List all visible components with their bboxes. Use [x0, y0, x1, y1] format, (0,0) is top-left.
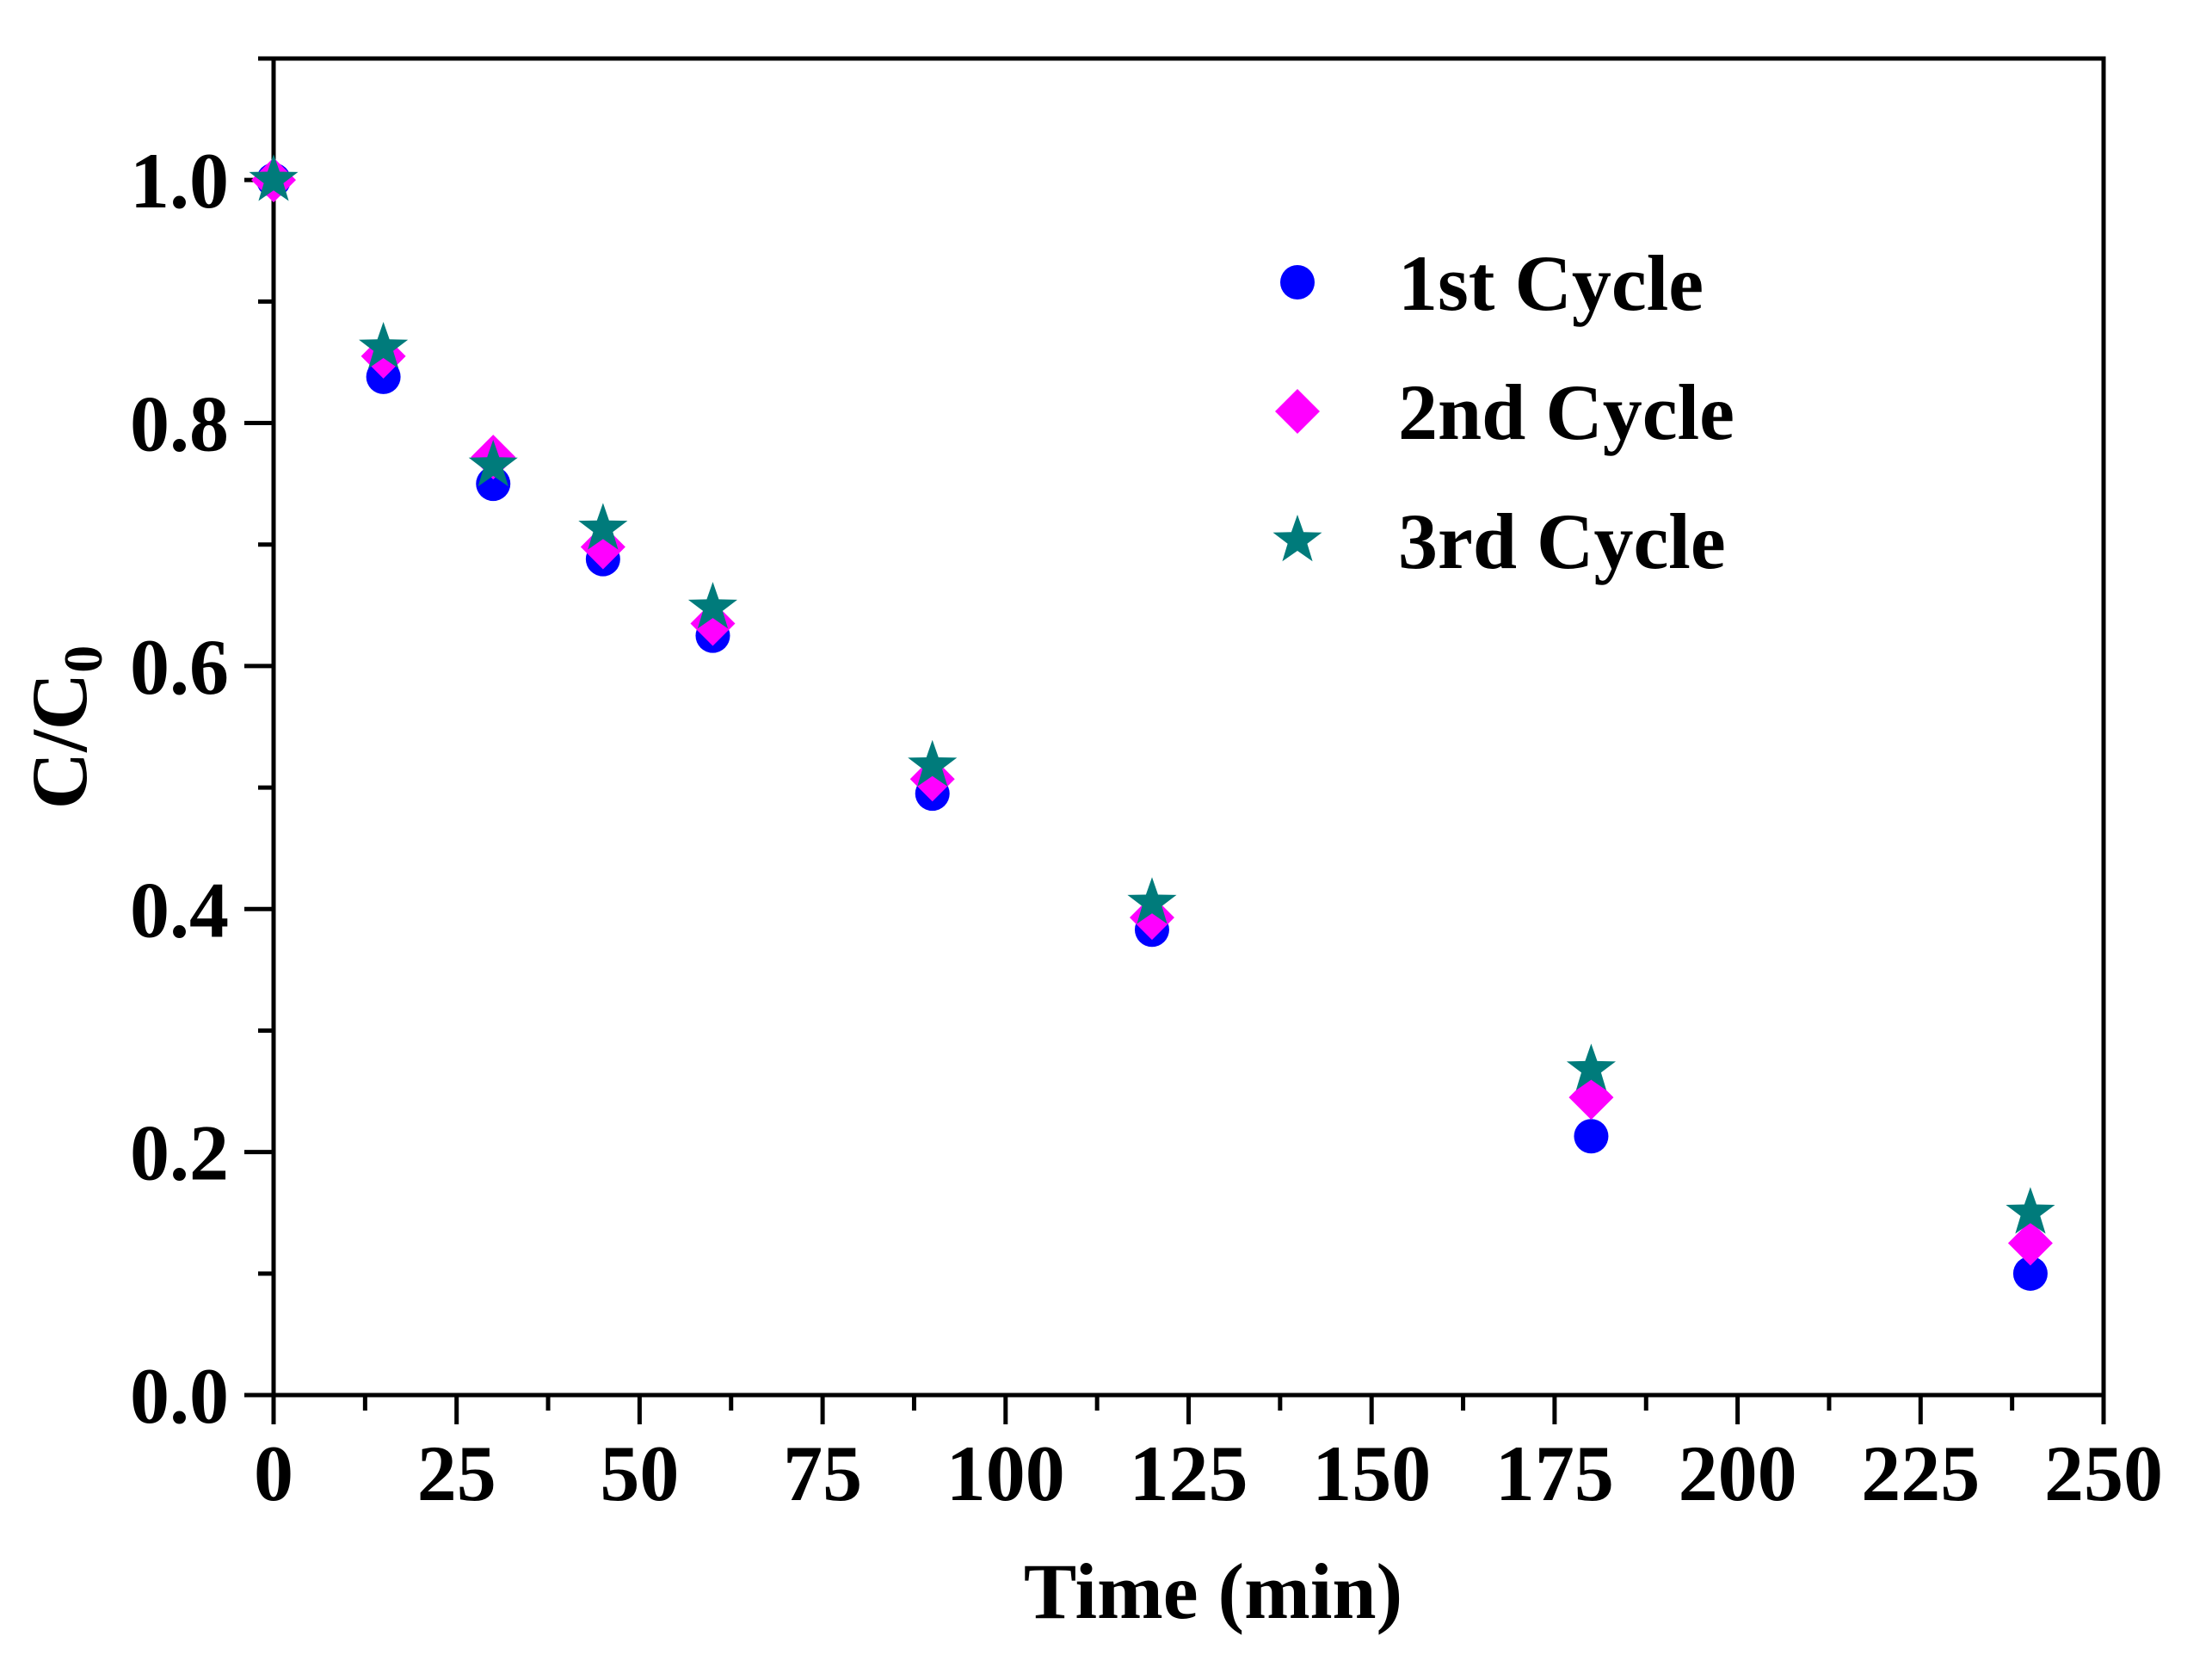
diamond-point [690, 601, 736, 646]
star-point [908, 739, 958, 787]
legend-label: 3rd Cycle [1398, 497, 1726, 585]
x-tick-label: 100 [946, 1429, 1065, 1517]
legend-marker [1280, 265, 1315, 299]
legend-label: 2nd Cycle [1398, 368, 1734, 456]
y-tick-label: 0.4 [130, 866, 229, 954]
diamond-point [2007, 1220, 2053, 1266]
x-tick-label: 250 [2044, 1429, 2163, 1517]
circle-point [1574, 1119, 1609, 1154]
diamond-point [1129, 895, 1174, 941]
x-tick-label: 175 [1495, 1429, 1614, 1517]
legend-marker [1272, 515, 1322, 562]
legend-item: 2nd Cycle [1275, 368, 1734, 456]
x-axis-title: Time (min) [1024, 1547, 1402, 1635]
star-point [687, 582, 737, 629]
y-tick-label: 0.6 [130, 623, 229, 711]
legend-item: 1st Cycle [1280, 239, 1704, 327]
y-tick-label: 1.0 [130, 137, 229, 225]
star-point [1566, 1043, 1616, 1090]
y-axis-title-main: C/C [15, 673, 103, 809]
legend-label: 1st Cycle [1398, 239, 1704, 327]
star-point [468, 440, 518, 487]
diamond-point [909, 756, 955, 802]
y-tick-label: 0.0 [130, 1352, 229, 1440]
x-tick-label: 150 [1312, 1429, 1431, 1517]
x-tick-label: 25 [417, 1429, 496, 1517]
series-2nd-cycle [251, 157, 2053, 1266]
circle-point [2012, 1256, 2048, 1291]
x-tick-label: 200 [1679, 1429, 1797, 1517]
star-point [578, 503, 628, 550]
y-axis-title-subscript: 0 [52, 645, 114, 673]
y-axis-title: C/C0 [15, 645, 114, 809]
x-tick-label: 0 [254, 1429, 293, 1517]
x-tick-label: 75 [783, 1429, 862, 1517]
diamond-point [580, 524, 625, 570]
x-tick-label: 125 [1130, 1429, 1248, 1517]
star-point [2006, 1187, 2055, 1234]
x-tick-label: 50 [600, 1429, 679, 1517]
y-tick-label: 0.2 [130, 1109, 229, 1197]
series-1st-cycle [256, 163, 2048, 1291]
star-point [1127, 877, 1177, 924]
legend-marker [1275, 389, 1320, 434]
legend-item: 3rd Cycle [1272, 497, 1726, 585]
plot-frame [271, 56, 2106, 1398]
x-tick-label: 225 [1861, 1429, 1980, 1517]
star-point [249, 154, 299, 201]
diamond-point [1568, 1075, 1614, 1121]
series-3rd-cycle [249, 154, 2055, 1234]
star-point [359, 322, 409, 369]
y-tick-label: 0.8 [130, 380, 229, 468]
